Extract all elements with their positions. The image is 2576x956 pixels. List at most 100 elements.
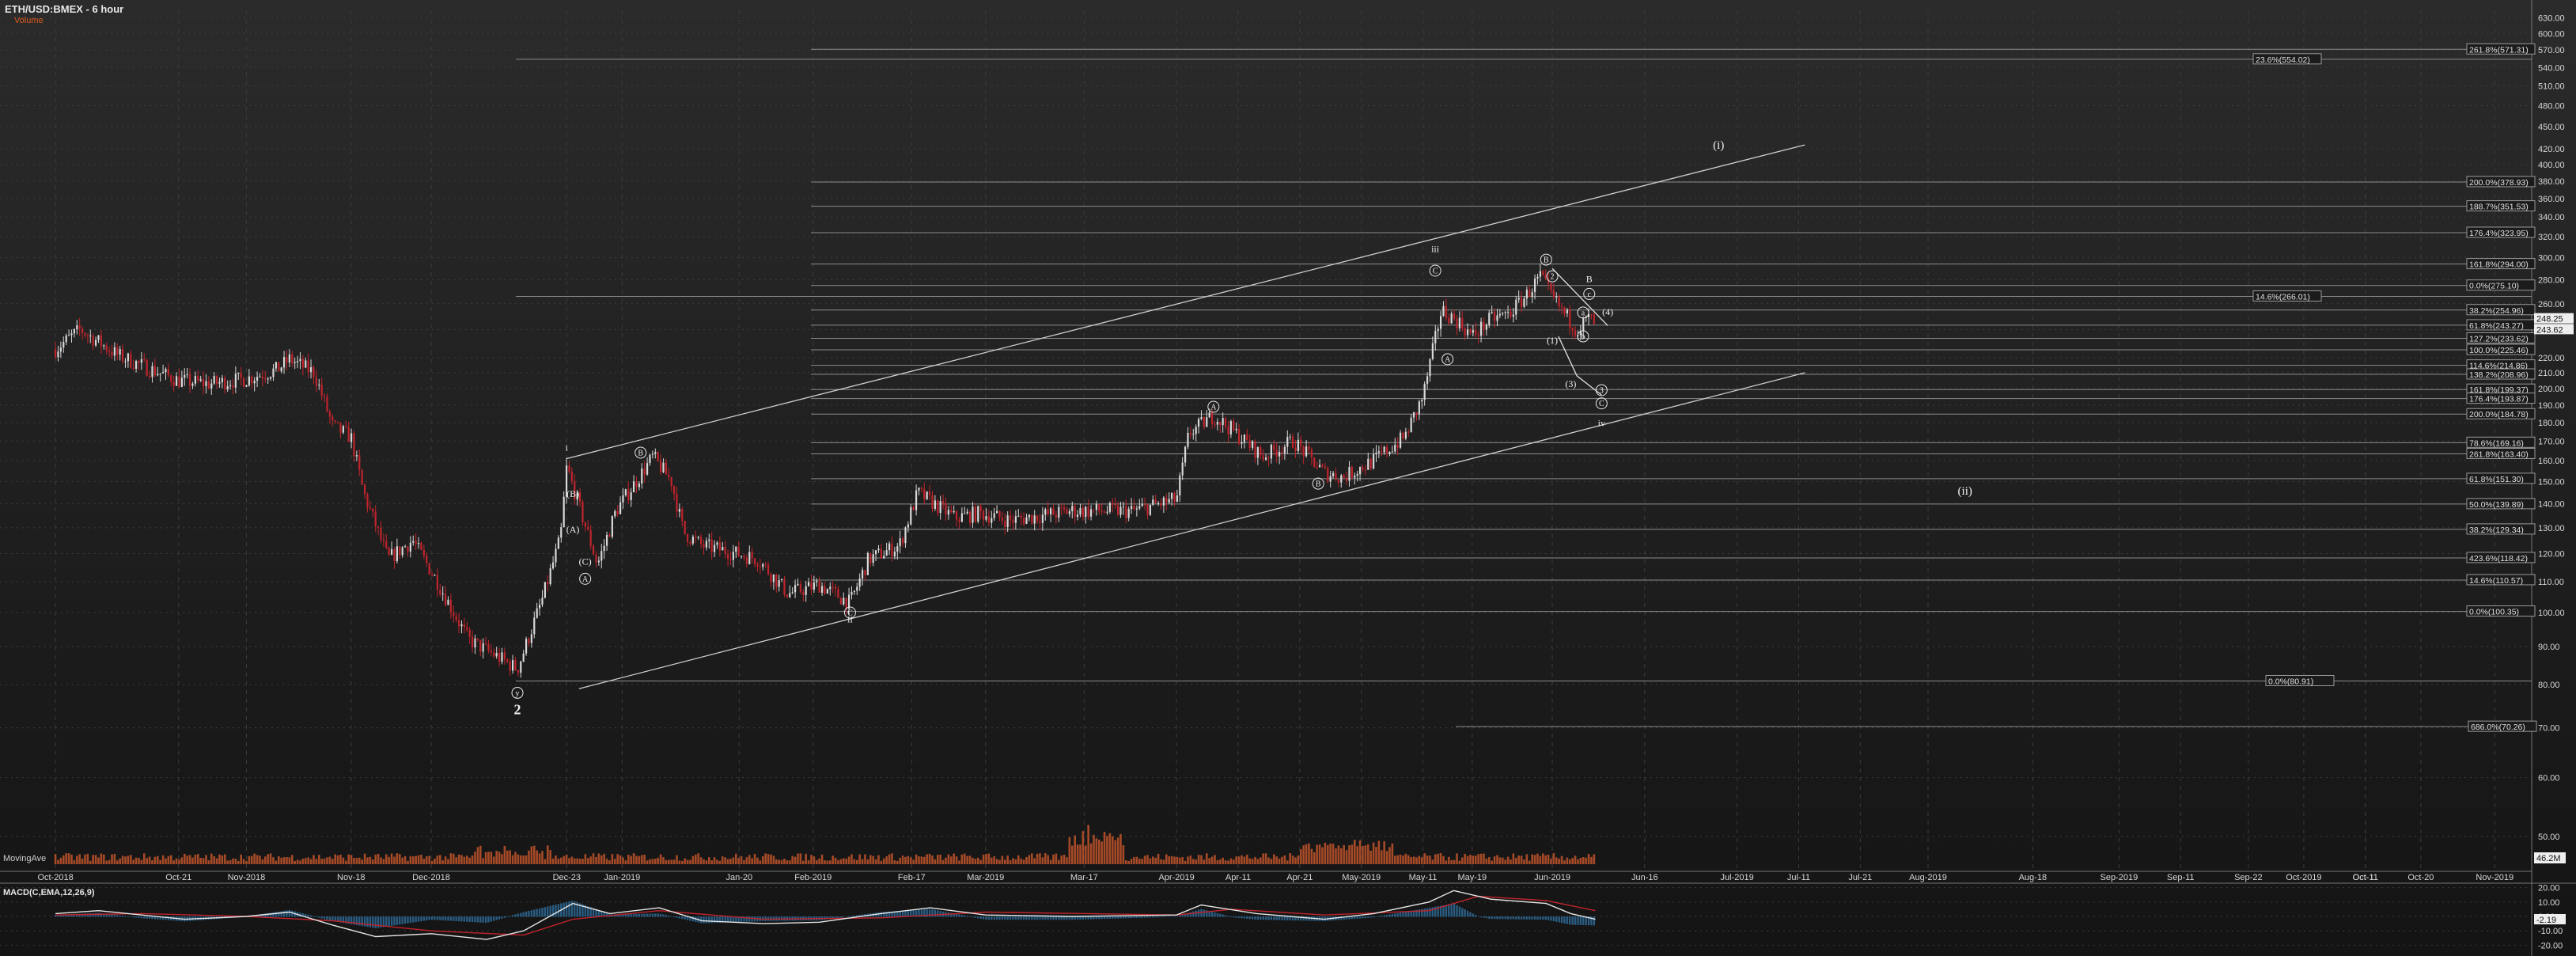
candle-body bbox=[1512, 314, 1514, 317]
macd-histogram-bar bbox=[643, 913, 646, 917]
fib-label: 38.2%(129.34) bbox=[2469, 525, 2524, 535]
candle-body bbox=[336, 421, 339, 423]
wave-circle-label: 3 bbox=[1600, 386, 1604, 395]
volume-bar bbox=[1278, 858, 1281, 864]
candle-body bbox=[1289, 436, 1291, 438]
volume-bar bbox=[778, 859, 780, 864]
macd-histogram-bar bbox=[638, 913, 641, 917]
macd-histogram-bar bbox=[474, 916, 476, 923]
macd-histogram-bar bbox=[681, 916, 684, 920]
macd-histogram-bar bbox=[705, 916, 708, 924]
volume-bar bbox=[1345, 850, 1348, 864]
volume-bar bbox=[874, 859, 877, 864]
volume-bar bbox=[1587, 854, 1590, 864]
macd-histogram-bar bbox=[269, 912, 272, 917]
macd-histogram-bar bbox=[1348, 916, 1351, 920]
candle-body bbox=[180, 377, 183, 387]
volume-bar bbox=[1434, 854, 1437, 864]
macd-histogram-bar bbox=[1453, 903, 1456, 917]
volume-bar bbox=[1114, 840, 1116, 864]
volume-bar bbox=[949, 856, 953, 864]
candle-body bbox=[608, 534, 611, 537]
volume-bar bbox=[1477, 854, 1479, 864]
candle-body bbox=[995, 510, 998, 514]
macd-histogram-bar bbox=[960, 915, 964, 917]
macd-histogram-bar bbox=[345, 916, 347, 924]
volume-bar bbox=[245, 860, 248, 864]
volume-bar bbox=[1383, 841, 1385, 864]
macd-histogram-bar bbox=[374, 916, 377, 928]
volume-bar bbox=[901, 855, 904, 864]
candle-body bbox=[581, 502, 584, 522]
macd-histogram-bar bbox=[382, 916, 385, 928]
macd-histogram-bar bbox=[1066, 916, 1068, 920]
volume-bar bbox=[323, 858, 326, 864]
candle-body bbox=[315, 377, 317, 386]
volume-bar bbox=[1402, 855, 1404, 864]
volume-bar bbox=[1453, 859, 1456, 864]
macd-histogram-bar bbox=[140, 916, 143, 919]
candle-body bbox=[974, 506, 976, 522]
volume-bar bbox=[697, 853, 699, 864]
volume-bar bbox=[1369, 850, 1372, 864]
fib-label-box bbox=[2466, 498, 2536, 510]
y-tick-label: 200.00 bbox=[2538, 385, 2565, 394]
candle-body bbox=[565, 465, 568, 497]
fib-label: 61.8%(243.27) bbox=[2469, 321, 2524, 331]
candle-body bbox=[684, 521, 686, 534]
candle-body bbox=[1063, 507, 1066, 510]
volume-bar bbox=[363, 853, 366, 864]
y-tick-label: 480.00 bbox=[2538, 101, 2565, 111]
macd-histogram-bar bbox=[991, 916, 993, 920]
macd-histogram-bar bbox=[1485, 916, 1488, 919]
y-tick-label: 280.00 bbox=[2538, 276, 2565, 286]
macd-histogram-bar bbox=[1154, 916, 1157, 918]
volume-bar bbox=[425, 855, 428, 864]
macd-histogram-bar bbox=[1542, 916, 1544, 920]
macd-histogram-bar bbox=[89, 912, 92, 917]
volume-bar bbox=[1205, 853, 1208, 864]
volume-bar bbox=[492, 856, 495, 864]
volume-bar bbox=[196, 854, 199, 864]
macd-histogram-bar bbox=[434, 916, 436, 920]
candle-body bbox=[339, 422, 342, 433]
volume-bar bbox=[595, 856, 597, 864]
volume-bar bbox=[1483, 853, 1485, 864]
macd-histogram-bar bbox=[979, 916, 982, 920]
macd-histogram-bar bbox=[1130, 916, 1133, 919]
candle-body bbox=[1356, 474, 1358, 476]
fib-label-box bbox=[2466, 43, 2536, 55]
volume-bar bbox=[165, 858, 167, 864]
fib-label: 0.0%(80.91) bbox=[2268, 677, 2313, 686]
candle-body bbox=[985, 516, 987, 520]
fib-label: 200.0%(184.78) bbox=[2469, 410, 2529, 419]
x-tick-label: Jul-21 bbox=[1848, 873, 1872, 882]
macd-histogram-bar bbox=[1569, 916, 1571, 925]
macd-histogram-bar bbox=[1235, 916, 1237, 918]
x-tick-label: Aug-2019 bbox=[1909, 873, 1947, 882]
volume-bar bbox=[1173, 856, 1176, 864]
macd-histogram-bar bbox=[1552, 916, 1555, 922]
candle-body bbox=[1498, 313, 1501, 316]
macd-histogram-bar bbox=[1291, 916, 1294, 921]
volume-bar bbox=[786, 860, 789, 864]
candle-body bbox=[232, 385, 234, 388]
volume-bar bbox=[605, 859, 608, 864]
candle-body bbox=[1006, 515, 1009, 528]
volume-bar bbox=[1404, 853, 1407, 864]
volume-bar bbox=[544, 859, 547, 864]
macd-histogram-bar bbox=[1181, 914, 1184, 917]
current-price-value-2: 243.62 bbox=[2536, 325, 2563, 335]
macd-histogram-bar bbox=[320, 916, 323, 919]
volume-bar bbox=[180, 857, 184, 864]
macd-histogram-bar bbox=[1412, 910, 1415, 917]
macd-histogram-bar bbox=[974, 916, 977, 918]
candle-body bbox=[861, 570, 864, 579]
volume-bar bbox=[1385, 851, 1388, 864]
volume-bar bbox=[1232, 859, 1235, 864]
volume-bar bbox=[455, 857, 457, 864]
candle-body bbox=[369, 507, 371, 509]
volume-bar bbox=[960, 854, 964, 864]
volume-bar bbox=[1550, 858, 1552, 864]
